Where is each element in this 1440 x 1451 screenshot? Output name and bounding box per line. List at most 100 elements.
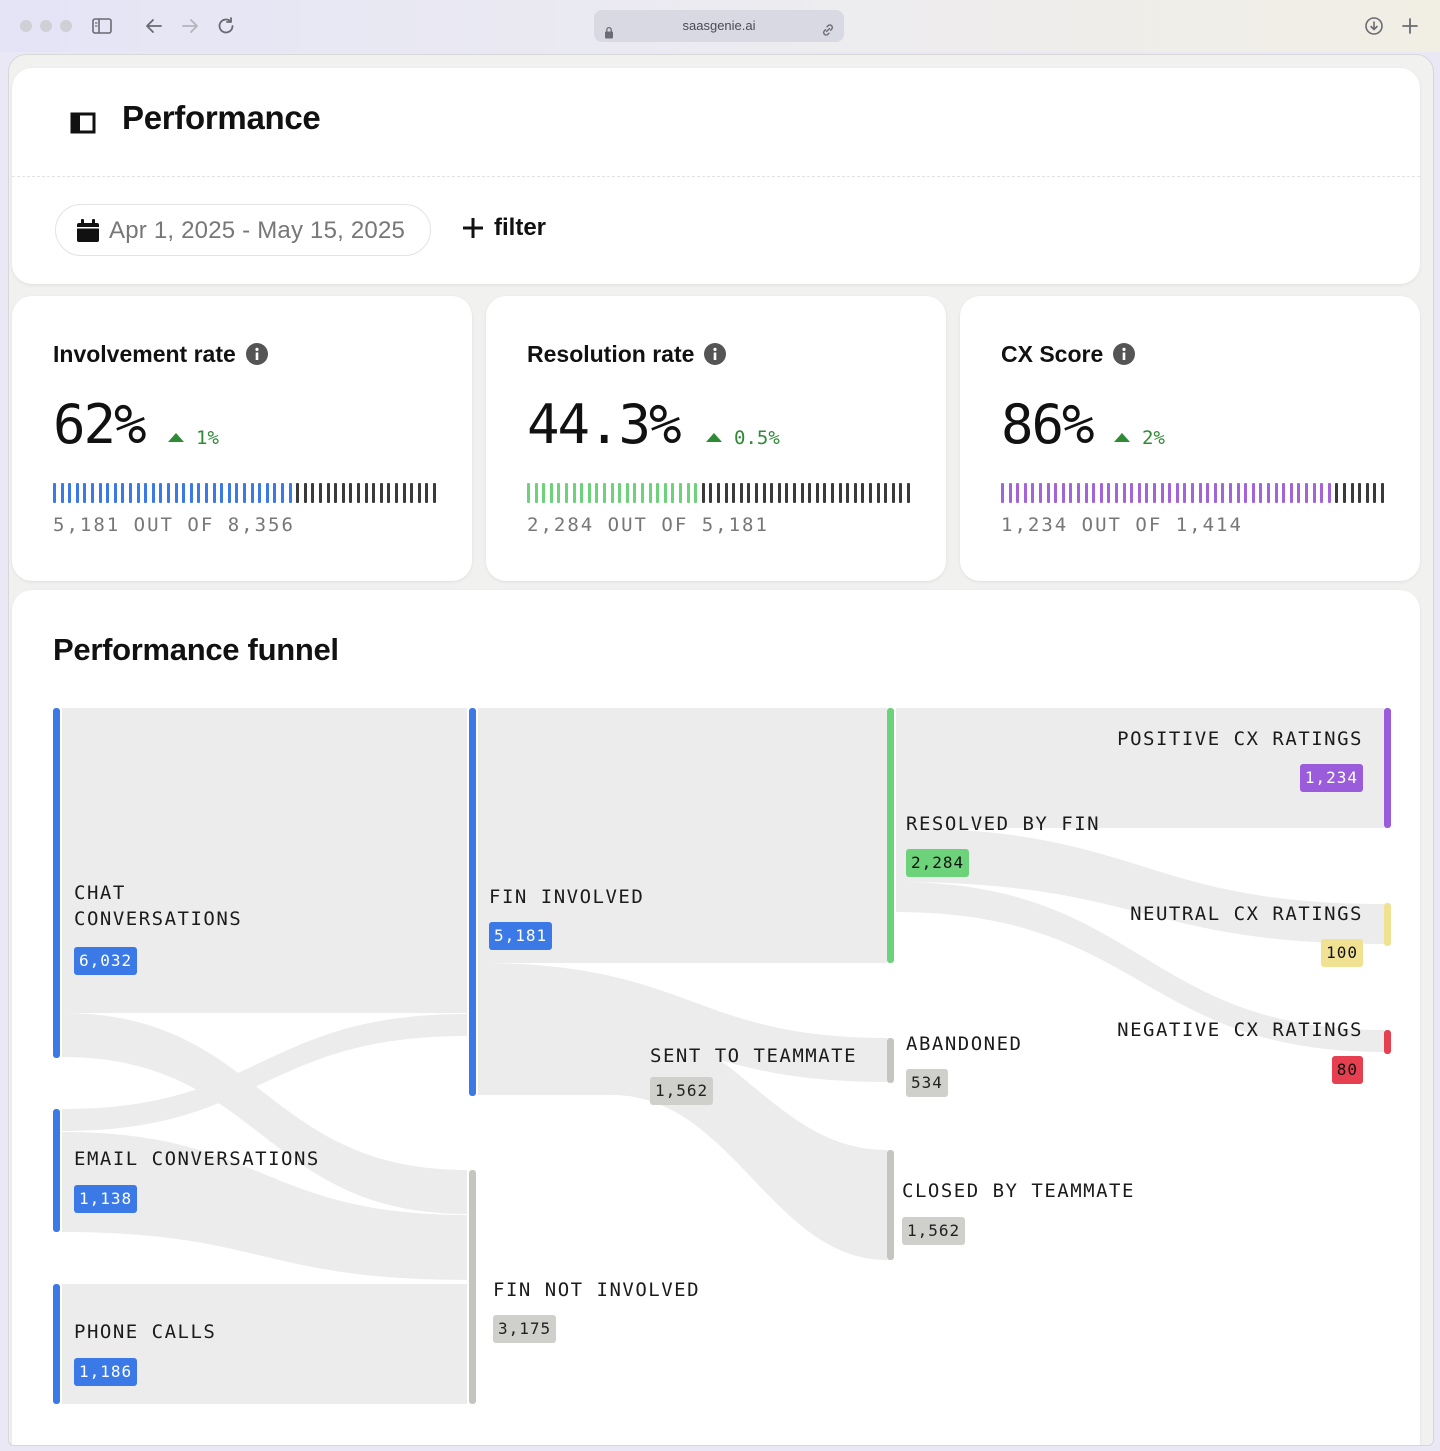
- email-conversations-label: EMAIL CONVERSATIONS: [74, 1148, 320, 1170]
- progress-tick-filled: [1016, 483, 1020, 503]
- metric-summary: 1,234 OUT OF 1,414: [1001, 514, 1243, 536]
- flow-fin-involved-to-resolved: [478, 708, 887, 963]
- progress-tick-filled: [1115, 483, 1118, 503]
- fin-involved-value: 5,181: [489, 922, 553, 950]
- progress-tick-empty: [425, 483, 429, 503]
- progress-tick-filled: [113, 483, 117, 503]
- flow-resolved-to-positive: [896, 708, 1384, 828]
- chat-conversations-value: 6,032: [74, 947, 138, 975]
- chat-label-line1: CHAT: [74, 882, 126, 904]
- progress-tick-filled: [587, 483, 591, 503]
- progress-tick-empty: [311, 483, 315, 503]
- progress-tick-filled: [1137, 483, 1141, 503]
- metric-card-cx-score: CX Score 86% 2% 1,234 OUT OF 1,414: [960, 296, 1420, 581]
- progress-tick-empty: [884, 483, 888, 503]
- negative-cx-value: 80: [1331, 1056, 1363, 1084]
- progress-tick-empty: [296, 483, 300, 503]
- progress-tick-filled: [1327, 483, 1331, 503]
- resolved-by-fin-value: 2,284: [906, 849, 970, 877]
- progress-tick-filled: [679, 483, 682, 503]
- progress-tick-empty: [410, 483, 414, 503]
- minimize-window-button[interactable]: [40, 20, 52, 32]
- progress-tick-empty: [777, 483, 781, 503]
- chat-conversations-bar: [53, 708, 60, 1058]
- progress-tick-filled: [205, 483, 208, 503]
- metric-title-text: CX Score: [1001, 341, 1104, 367]
- progress-tick-filled: [1191, 483, 1194, 503]
- progress-tick-empty: [853, 483, 857, 503]
- positive-cx-label: POSITIVE CX RATINGS: [1117, 728, 1363, 750]
- progress-tick-filled: [1107, 483, 1111, 503]
- abandoned-value: 534: [906, 1069, 948, 1097]
- info-icon[interactable]: [1113, 343, 1136, 371]
- date-range-text: Apr 1, 2025 - May 15, 2025: [109, 217, 406, 244]
- progress-tick-filled: [595, 483, 599, 503]
- progress-tick-filled: [265, 483, 269, 503]
- trend-up-icon: [706, 433, 722, 442]
- progress-tick-empty: [395, 483, 398, 503]
- fin-involved-label: FIN INVOLVED: [489, 886, 645, 908]
- metric-card-involvement: Involvement rate 62% 1% 5,181 OUT OF 8,3…: [12, 296, 472, 581]
- progress-tick-empty: [349, 483, 353, 503]
- progress-tick-filled: [1168, 483, 1172, 503]
- abandoned-bar: [887, 1038, 894, 1083]
- progress-tick-empty: [1350, 483, 1354, 503]
- date-range-picker[interactable]: Apr 1, 2025 - May 15, 2025: [55, 204, 431, 256]
- link-icon[interactable]: [820, 18, 836, 50]
- sidebar-icon[interactable]: [90, 14, 114, 38]
- progress-tick-empty: [770, 483, 774, 503]
- funnel-node-bars: [53, 708, 1391, 1404]
- info-icon[interactable]: [704, 343, 727, 371]
- progress-tick-filled: [1023, 483, 1027, 503]
- progress-tick-filled: [1259, 483, 1263, 503]
- new-tab-plus-icon[interactable]: [1398, 14, 1422, 38]
- funnel-title: Performance funnel: [53, 632, 339, 667]
- email-conversations-value: 1,138: [74, 1185, 138, 1213]
- metric-card-resolution: Resolution rate 44.3% 0.5% 2,284 OUT OF …: [486, 296, 946, 581]
- reload-icon[interactable]: [214, 14, 238, 38]
- funnel-diagram: [53, 708, 1391, 1404]
- progress-tick-empty: [815, 483, 819, 503]
- progress-tick-filled: [227, 483, 231, 503]
- progress-tick-empty: [762, 483, 766, 503]
- back-arrow-icon[interactable]: [142, 14, 166, 38]
- progress-tick-filled: [1305, 483, 1308, 503]
- forward-arrow-icon[interactable]: [178, 14, 202, 38]
- progress-tick-empty: [341, 483, 345, 503]
- progress-tick-empty: [800, 483, 804, 503]
- progress-tick-empty: [1343, 483, 1346, 503]
- progress-tick-filled: [557, 483, 561, 503]
- fin-not-involved-label: FIN NOT INVOLVED: [493, 1279, 701, 1301]
- download-icon[interactable]: [1362, 14, 1386, 38]
- progress-tick-empty: [724, 483, 728, 503]
- flow-email-to-fin-not-involved: [62, 1132, 467, 1280]
- progress-tick-filled: [641, 483, 644, 503]
- metric-delta-text: 1%: [196, 427, 219, 449]
- progress-tick-empty: [709, 483, 713, 503]
- progress-tick-empty: [838, 483, 842, 503]
- progress-tick-filled: [235, 483, 239, 503]
- progress-tick-filled: [68, 483, 72, 503]
- metric-delta-text: 2%: [1142, 427, 1165, 449]
- progress-tick-empty: [793, 483, 796, 503]
- progress-tick-empty: [846, 483, 850, 503]
- close-window-button[interactable]: [20, 20, 32, 32]
- trend-up-icon: [1114, 433, 1130, 442]
- app-window: Performance Apr 1, 2025 - May 15, 2025 f…: [8, 54, 1434, 1446]
- lock-icon: [604, 19, 614, 51]
- fin-not-involved-bar: [469, 1170, 476, 1404]
- resolved-by-fin-label: RESOLVED BY FIN: [906, 813, 1101, 835]
- negative-cx-bar: [1384, 1030, 1391, 1054]
- sidebar-toggle-icon[interactable]: [70, 112, 96, 139]
- progress-tick-filled: [625, 483, 629, 503]
- url-text: saasgenie.ai: [682, 18, 756, 33]
- maximize-window-button[interactable]: [60, 20, 72, 32]
- info-icon[interactable]: [245, 343, 268, 371]
- progress-tick-filled: [273, 483, 277, 503]
- progress-tick-filled: [1054, 483, 1058, 503]
- progress-tick-filled: [1289, 483, 1293, 503]
- progress-tick-empty: [701, 483, 705, 503]
- progress-tick-filled: [572, 483, 576, 503]
- progress-tick-filled: [1001, 483, 1004, 503]
- address-bar[interactable]: saasgenie.ai: [594, 10, 844, 42]
